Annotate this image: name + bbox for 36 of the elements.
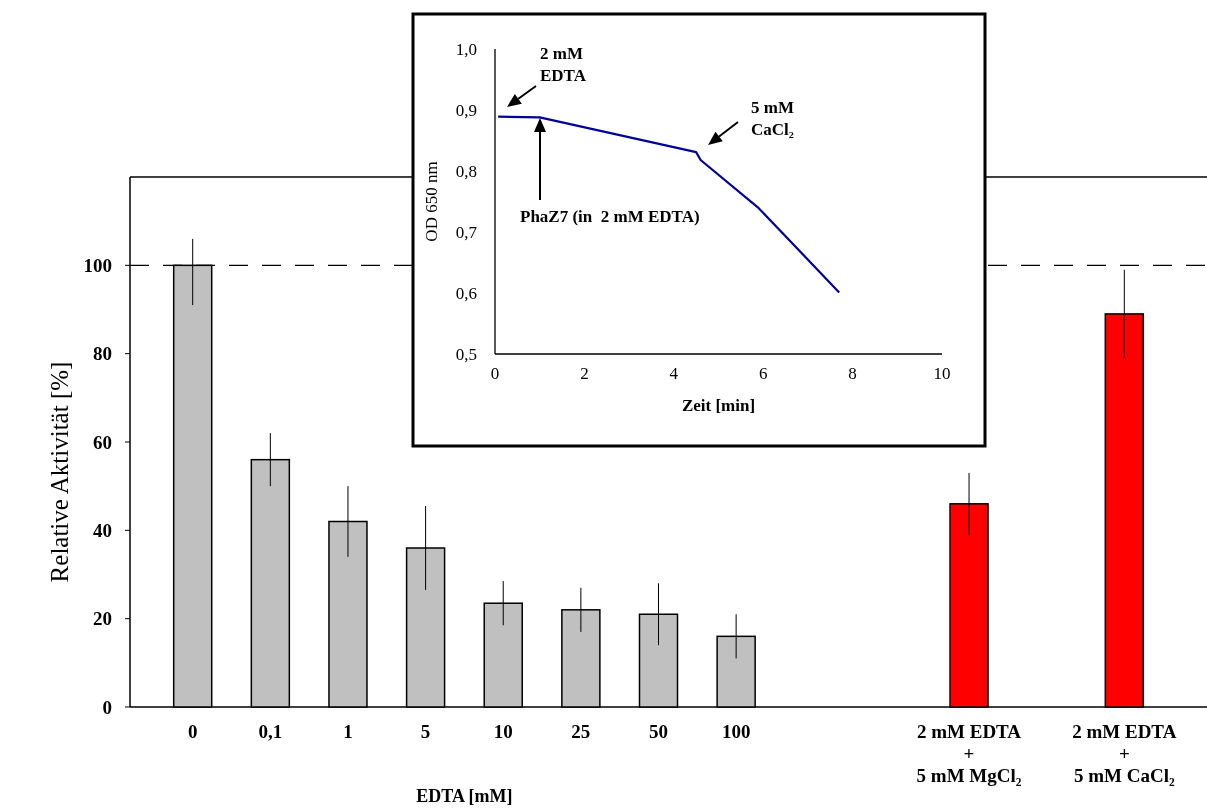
x-tick-label: 6 <box>758 364 768 383</box>
x-tick-label: 2 mM EDTA + 5 mM CaCl₂ <box>1072 721 1177 786</box>
y-tick-label: 1,0 <box>455 39 477 59</box>
y-tick-label: 40 <box>93 519 112 541</box>
x-tick-label: 4 <box>669 364 679 383</box>
x-tick-label: 2 <box>580 364 589 383</box>
x-tick-label: 50 <box>649 721 668 742</box>
y-tick-label: 0,9 <box>455 100 477 120</box>
x-tick-label: 100 <box>721 721 751 742</box>
annotation: 5 mM CaCl₂ <box>751 98 794 139</box>
annotation: 2 mM EDTA <box>540 44 587 85</box>
x-tick-label: 0,1 <box>258 721 283 742</box>
x-axis-title: EDTA [mM] <box>416 786 513 806</box>
annotation: PhaZ7 (in 2 mM EDTA) <box>520 207 700 226</box>
x-tick-label: 10 <box>493 721 513 742</box>
x-tick-label: 10 <box>933 364 951 383</box>
y-tick-label: 0,7 <box>455 222 478 242</box>
x-tick-label: 5 <box>420 721 431 742</box>
x-tick-label: 8 <box>848 364 857 383</box>
line-series <box>497 115 841 294</box>
x-tick-label: 2 mM EDTA + 5 mM MgCl₂ <box>916 721 1022 786</box>
y-tick-label: 0,6 <box>455 283 477 303</box>
y-tick-label: 60 <box>93 431 112 453</box>
x-tick-label: 25 <box>571 721 591 742</box>
x-axis-title: Zeit [min] <box>681 396 756 415</box>
y-axis-title: Relative Aktivität [%] <box>46 361 73 583</box>
x-tick-label: 0 <box>187 721 198 742</box>
y-tick-label: 80 <box>93 343 112 365</box>
y-tick-label: 100 <box>83 254 112 276</box>
y-tick-label: 0,5 <box>455 344 477 364</box>
x-tick-label: 0 <box>490 364 500 383</box>
y-tick-label: 0 <box>102 696 112 718</box>
x-tick-label: 1 <box>343 721 353 742</box>
y-tick-label: 20 <box>93 608 112 630</box>
y-tick-label: 0,8 <box>455 161 477 181</box>
y-axis-title: OD 650 nm <box>422 161 441 242</box>
